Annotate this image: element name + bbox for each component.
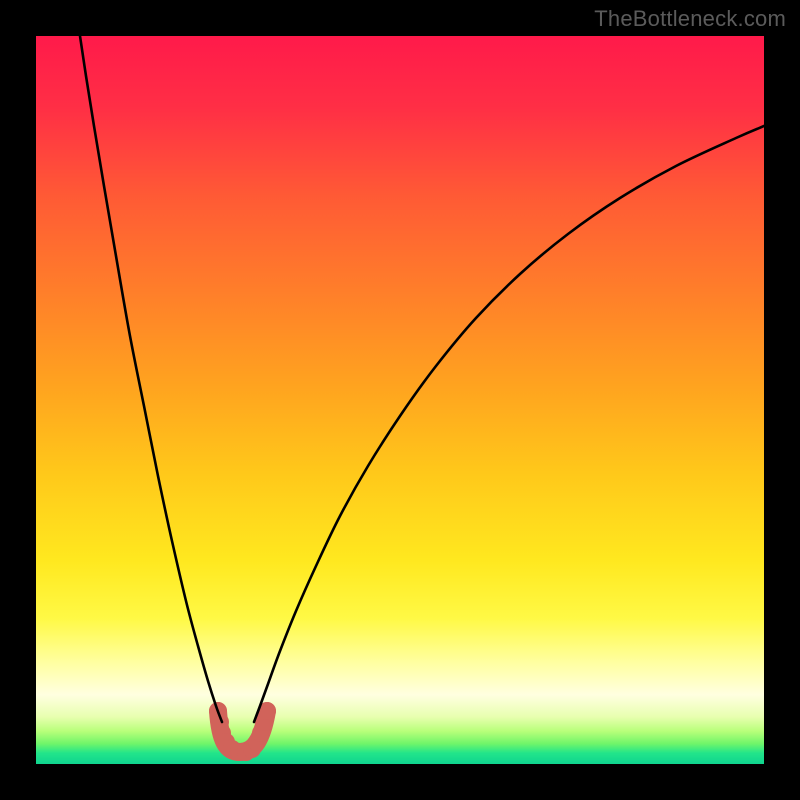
curve-left-branch (80, 36, 222, 722)
plot-area (36, 36, 764, 764)
curve-right-branch (254, 126, 764, 722)
curve-layer (36, 36, 764, 764)
watermark-text: TheBottleneck.com (594, 6, 786, 32)
chart-container: TheBottleneck.com (0, 0, 800, 800)
